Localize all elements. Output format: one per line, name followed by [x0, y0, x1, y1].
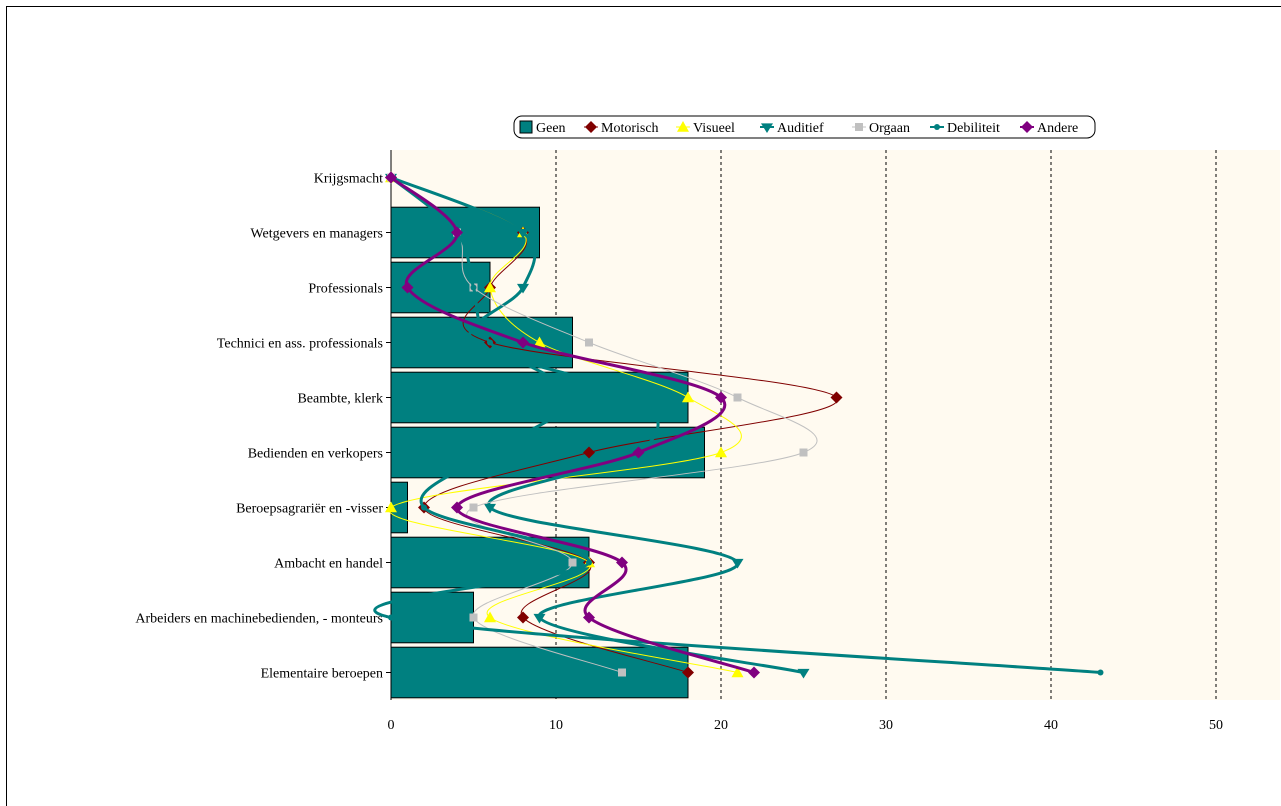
legend-marker: [761, 123, 773, 133]
bar-geen-9: [390, 646, 689, 699]
point-orgaan-7: [568, 558, 577, 567]
legend-marker: [855, 123, 863, 131]
point-andere-0: [385, 171, 397, 184]
legend-label: Visueel: [693, 121, 735, 136]
point-andere-1: [451, 226, 463, 239]
point-debiliteit-2: [470, 284, 477, 291]
point-orgaan-6: [469, 503, 478, 512]
x-tick-label: 10: [549, 718, 563, 733]
legend-marker: [934, 124, 940, 130]
point-visueel-9: [731, 666, 744, 678]
series-visueel: [385, 171, 744, 678]
point-auditief-9: [797, 668, 810, 679]
legend-label: Debiliteit: [947, 121, 1000, 136]
point-auditief-4: [632, 393, 645, 404]
point-debiliteit-6: [421, 504, 427, 511]
legend-item-geen: Geen: [519, 120, 566, 136]
point-andere-9: [748, 666, 760, 679]
y-tick-label: Krijgsmacht: [314, 172, 383, 187]
point-andere-4: [715, 391, 727, 404]
y-tick-label: Technici en ass. professionals: [217, 337, 383, 352]
y-tick-label: Ambacht en handel: [274, 557, 383, 572]
chart-frame: [6, 6, 1281, 806]
point-orgaan-9: [618, 668, 626, 677]
y-tick-label: Professionals: [308, 282, 383, 297]
point-debiliteit-4: [569, 394, 576, 401]
y-tick-label: Arbeiders en machinebedienden, - monteur…: [135, 612, 383, 627]
point-visueel-3: [533, 336, 546, 348]
point-motorisch-9: [682, 666, 694, 679]
legend-item-visueel: Visueel: [676, 121, 735, 136]
y-tick-label: Beroepsagrariër en -visser: [236, 502, 383, 517]
legend-label: Auditief: [777, 121, 824, 136]
point-debiliteit-7: [586, 559, 592, 566]
x-tick-label: 40: [1044, 718, 1058, 733]
point-orgaan-8: [469, 613, 478, 622]
y-tick-label: Elementaire beroepen: [261, 667, 383, 682]
x-tick-label: 30: [879, 718, 893, 733]
legend-item-auditief: Auditief: [760, 121, 824, 136]
legend-item-andere: Andere: [1020, 121, 1078, 136]
point-motorisch-4: [830, 391, 843, 404]
legend-swatch: [519, 120, 533, 134]
legend-item-debiliteit: Debiliteit: [930, 121, 1000, 136]
point-visueel-6: [385, 501, 397, 513]
y-tick-label: Beambte, klerk: [297, 392, 383, 407]
point-andere-7: [616, 556, 628, 569]
point-motorisch-8: [517, 611, 529, 624]
point-andere-8: [583, 611, 595, 624]
point-auditief-6: [484, 503, 496, 514]
point-andere-5: [632, 446, 645, 459]
series-line-motorisch: [390, 177, 838, 673]
legend-label: Andere: [1037, 121, 1078, 136]
legend-marker: [1021, 121, 1033, 133]
series-andere: [385, 171, 760, 679]
series-line-andere: [390, 176, 755, 674]
point-auditief-7: [731, 558, 744, 569]
point-auditief-2: [517, 283, 529, 294]
bar-geen-5: [390, 426, 705, 479]
point-visueel-2: [484, 281, 496, 293]
legend-marker: [585, 121, 597, 133]
y-tick-label: Wetgevers en managers: [250, 227, 383, 242]
legend-marker: [677, 121, 689, 132]
series-line-auditief: [390, 176, 804, 674]
x-tick-label: 50: [1209, 718, 1223, 733]
x-tick-label: 20: [714, 718, 728, 733]
point-auditief-1: [517, 228, 529, 239]
legend-box: [513, 115, 1096, 139]
point-andere-3: [517, 336, 529, 349]
point-visueel-8: [484, 611, 496, 623]
bar-geen-4: [390, 371, 689, 424]
legend-item-orgaan: Orgaan: [852, 121, 910, 136]
legend-item-motorisch: Motorisch: [584, 121, 659, 136]
point-andere-6: [451, 501, 463, 514]
point-debiliteit-8: [388, 614, 394, 621]
point-visueel-5: [715, 446, 727, 458]
y-tick-label: Bedienden en verkopers: [248, 447, 383, 462]
point-orgaan-3: [585, 338, 593, 347]
legend-label: Motorisch: [601, 121, 659, 136]
point-andere-2: [401, 281, 414, 294]
legend-label: Geen: [536, 121, 566, 136]
point-auditief-8: [533, 613, 546, 624]
point-orgaan-5: [799, 448, 808, 457]
point-debiliteit-9: [1097, 669, 1104, 676]
series-line-visueel: [388, 177, 742, 673]
legend-label: Orgaan: [869, 121, 910, 136]
point-orgaan-4: [733, 393, 742, 402]
point-auditief-3: [467, 338, 480, 349]
legend: Geen Motorisch Visueel Auditief Orgaan Debili…: [513, 115, 1096, 139]
point-visueel-4: [682, 391, 694, 403]
bar-geen-8: [390, 591, 474, 644]
point-debiliteit-3: [487, 339, 493, 346]
x-tick-label: 0: [388, 718, 395, 733]
point-debiliteit-5: [487, 449, 493, 456]
point-motorisch-5: [583, 446, 595, 459]
chart: Krijgsmacht Wetgevers en managers Professi…: [135, 115, 1280, 733]
